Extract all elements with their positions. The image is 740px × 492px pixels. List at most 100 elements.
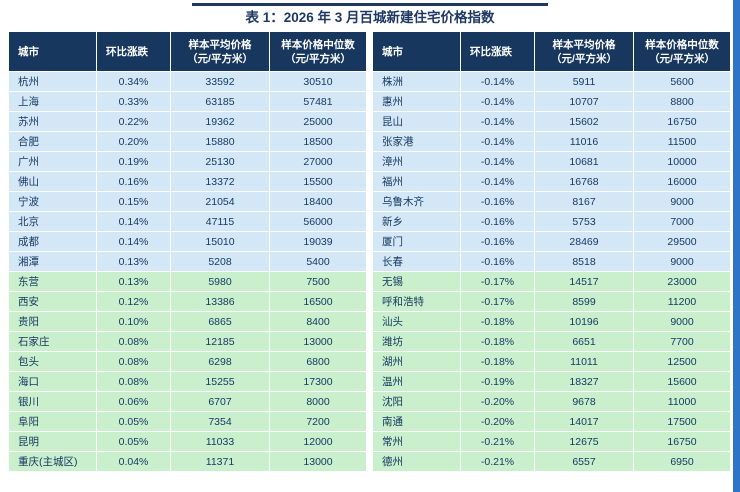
column-header-avg: 样本平均价格 （元/平方米）: [170, 31, 270, 73]
avg-cell: 5980: [170, 271, 270, 293]
table-row: 新乡 -0.16% 5753 7000: [372, 211, 731, 233]
median-cell: 9000: [633, 251, 731, 273]
change-cell: -0.14%: [460, 91, 535, 113]
city-cell: 广州: [8, 151, 97, 173]
avg-cell: 6557: [534, 451, 634, 473]
median-cell: 30510: [269, 71, 367, 93]
change-cell: 0.08%: [96, 331, 171, 353]
change-cell: 0.04%: [96, 451, 171, 473]
avg-cell: 11016: [534, 131, 634, 153]
city-cell: 昆明: [8, 431, 97, 453]
median-cell: 56000: [269, 211, 367, 233]
table-row: 银川 0.06% 6707 8000: [8, 391, 367, 413]
table-title: 表 1：2026 年 3 月百城新建住宅价格指数: [245, 10, 495, 25]
median-cell: 16750: [633, 111, 731, 133]
avg-cell: 15010: [170, 231, 270, 253]
change-cell: -0.18%: [460, 351, 535, 373]
table-row: 呼和浩特 -0.17% 8599 11200: [372, 291, 731, 313]
avg-cell: 5208: [170, 251, 270, 273]
table-row: 杭州 0.34% 33592 30510: [8, 71, 367, 93]
table-row: 成都 0.14% 15010 19039: [8, 231, 367, 253]
city-cell: 福州: [372, 171, 461, 193]
median-cell: 13000: [269, 451, 367, 473]
avg-cell: 8167: [534, 191, 634, 213]
avg-cell: 6865: [170, 311, 270, 333]
avg-cell: 33592: [170, 71, 270, 93]
table-row: 昆明 0.05% 11033 12000: [8, 431, 367, 453]
price-table-left: 城市 环比涨跌 样本平均价格 （元/平方米） 样本价格中位数 （元/平方米） 杭州 0.34…: [8, 31, 367, 473]
median-cell: 6800: [269, 351, 367, 373]
table-row: 合肥 0.20% 15880 18500: [8, 131, 367, 153]
median-cell: 7500: [269, 271, 367, 293]
avg-cell: 11371: [170, 451, 270, 473]
median-cell: 13000: [269, 331, 367, 353]
avg-cell: 7354: [170, 411, 270, 433]
table-row: 海口 0.08% 15255 17300: [8, 371, 367, 393]
table-row: 常州 -0.21% 12675 16750: [372, 431, 731, 453]
change-cell: -0.18%: [460, 331, 535, 353]
column-header-change: 环比涨跌: [96, 31, 171, 73]
median-cell: 16000: [633, 171, 731, 193]
city-cell: 南通: [372, 411, 461, 433]
city-cell: 包头: [8, 351, 97, 373]
page-edge-strip: [733, 0, 740, 492]
change-cell: 0.14%: [96, 231, 171, 253]
city-cell: 石家庄: [8, 331, 97, 353]
change-cell: 0.08%: [96, 351, 171, 373]
change-cell: -0.16%: [460, 251, 535, 273]
avg-cell: 18327: [534, 371, 634, 393]
change-cell: 0.33%: [96, 91, 171, 113]
median-cell: 7700: [633, 331, 731, 353]
city-cell: 温州: [372, 371, 461, 393]
title-block: 表 1：2026 年 3 月百城新建住宅价格指数: [0, 0, 740, 26]
table-row: 北京 0.14% 47115 56000: [8, 211, 367, 233]
change-cell: 0.05%: [96, 431, 171, 453]
table-row: 无锡 -0.17% 14517 23000: [372, 271, 731, 293]
table-row: 重庆(主城区) 0.04% 11371 13000: [8, 451, 367, 473]
avg-cell: 5753: [534, 211, 634, 233]
change-cell: -0.19%: [460, 371, 535, 393]
table-row: 广州 0.19% 25130 27000: [8, 151, 367, 173]
table-row: 福州 -0.14% 16768 16000: [372, 171, 731, 193]
city-cell: 湖州: [372, 351, 461, 373]
city-cell: 德州: [372, 451, 461, 473]
change-cell: -0.20%: [460, 411, 535, 433]
avg-cell: 13386: [170, 291, 270, 313]
change-cell: -0.18%: [460, 311, 535, 333]
median-cell: 12500: [633, 351, 731, 373]
median-cell: 11000: [633, 391, 731, 413]
table-row: 宁波 0.15% 21054 18400: [8, 191, 367, 213]
avg-cell: 14517: [534, 271, 634, 293]
header-row: 城市 环比涨跌 样本平均价格 （元/平方米） 样本价格中位数 （元/平方米）: [372, 31, 731, 73]
avg-cell: 10681: [534, 151, 634, 173]
column-header-city: 城市: [8, 31, 97, 73]
city-cell: 海口: [8, 371, 97, 393]
change-cell: -0.21%: [460, 431, 535, 453]
median-cell: 10000: [633, 151, 731, 173]
change-cell: 0.16%: [96, 171, 171, 193]
city-cell: 重庆(主城区): [8, 451, 97, 473]
city-cell: 潍坊: [372, 331, 461, 353]
table-row: 苏州 0.22% 19362 25000: [8, 111, 367, 133]
change-cell: -0.14%: [460, 131, 535, 153]
column-header-median: 样本价格中位数 （元/平方米）: [633, 31, 731, 73]
city-cell: 新乡: [372, 211, 461, 233]
table-row: 东营 0.13% 5980 7500: [8, 271, 367, 293]
avg-cell: 9678: [534, 391, 634, 413]
avg-cell: 10196: [534, 311, 634, 333]
table-row: 贵阳 0.10% 6865 8400: [8, 311, 367, 333]
table-row: 潍坊 -0.18% 6651 7700: [372, 331, 731, 353]
median-cell: 25000: [269, 111, 367, 133]
city-cell: 银川: [8, 391, 97, 413]
median-cell: 27000: [269, 151, 367, 173]
table-row: 包头 0.08% 6298 6800: [8, 351, 367, 373]
median-cell: 23000: [633, 271, 731, 293]
change-cell: 0.19%: [96, 151, 171, 173]
table-row: 惠州 -0.14% 10707 8800: [372, 91, 731, 113]
change-cell: -0.14%: [460, 151, 535, 173]
avg-cell: 15255: [170, 371, 270, 393]
city-cell: 阜阳: [8, 411, 97, 433]
city-cell: 无锡: [372, 271, 461, 293]
table-row: 西安 0.12% 13386 16500: [8, 291, 367, 313]
median-cell: 15500: [269, 171, 367, 193]
